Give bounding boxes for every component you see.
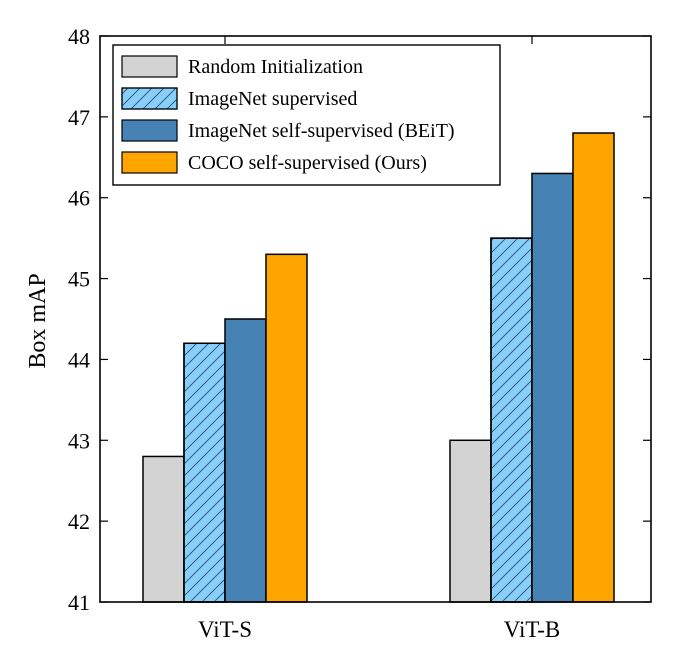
bar-coco-self-supervised-ours--vit-b [572,132,615,603]
legend-swatch-imagenet-supervised-hatch [121,87,178,110]
bars [142,132,615,603]
y-axis-label: Box mAP [25,273,51,368]
legend-swatch-random-initialization [121,55,178,78]
y-tick-label: 47 [68,105,90,130]
bar-hatch-vit-s [183,342,226,603]
y-tick-label: 45 [68,267,90,292]
bar-random-initialization-vit-s [142,455,185,603]
bar-imagenet-self-supervised-beit--vit-b [531,172,574,603]
bar-coco-self-supervised-ours--vit-s [265,253,308,603]
y-tick-label: 46 [68,186,90,211]
bar-hatch-vit-b [490,237,533,603]
legend-label: ImageNet supervised [188,88,357,110]
y-tick-label: 44 [68,347,90,372]
bar-random-initialization-vit-b [449,439,492,603]
plot-border [99,35,652,603]
bar-imagenet-self-supervised-beit--vit-s [224,318,267,603]
legend-label: ImageNet self-supervised (BEiT) [188,120,455,142]
y-tick-label: 48 [68,24,90,49]
x-tick-label: ViT-S [198,617,252,642]
y-tick-label: 43 [68,428,90,453]
legend-swatch-imagenet-self-supervised-beit- [121,119,178,142]
legend-label: Random Initialization [188,56,363,78]
x-tick-label: ViT-B [504,617,561,642]
legend-swatch-coco-self-supervised-ours- [121,151,178,174]
legend: Random Initialization ImageNet supervised… [112,44,501,186]
legend-label: COCO self-supervised (Ours) [188,152,427,174]
y-tick-label: 42 [68,509,90,534]
axes: ViT-S ViT-B 41 42 43 44 45 46 47 48 [68,24,652,642]
y-tick-label: 41 [68,590,90,615]
